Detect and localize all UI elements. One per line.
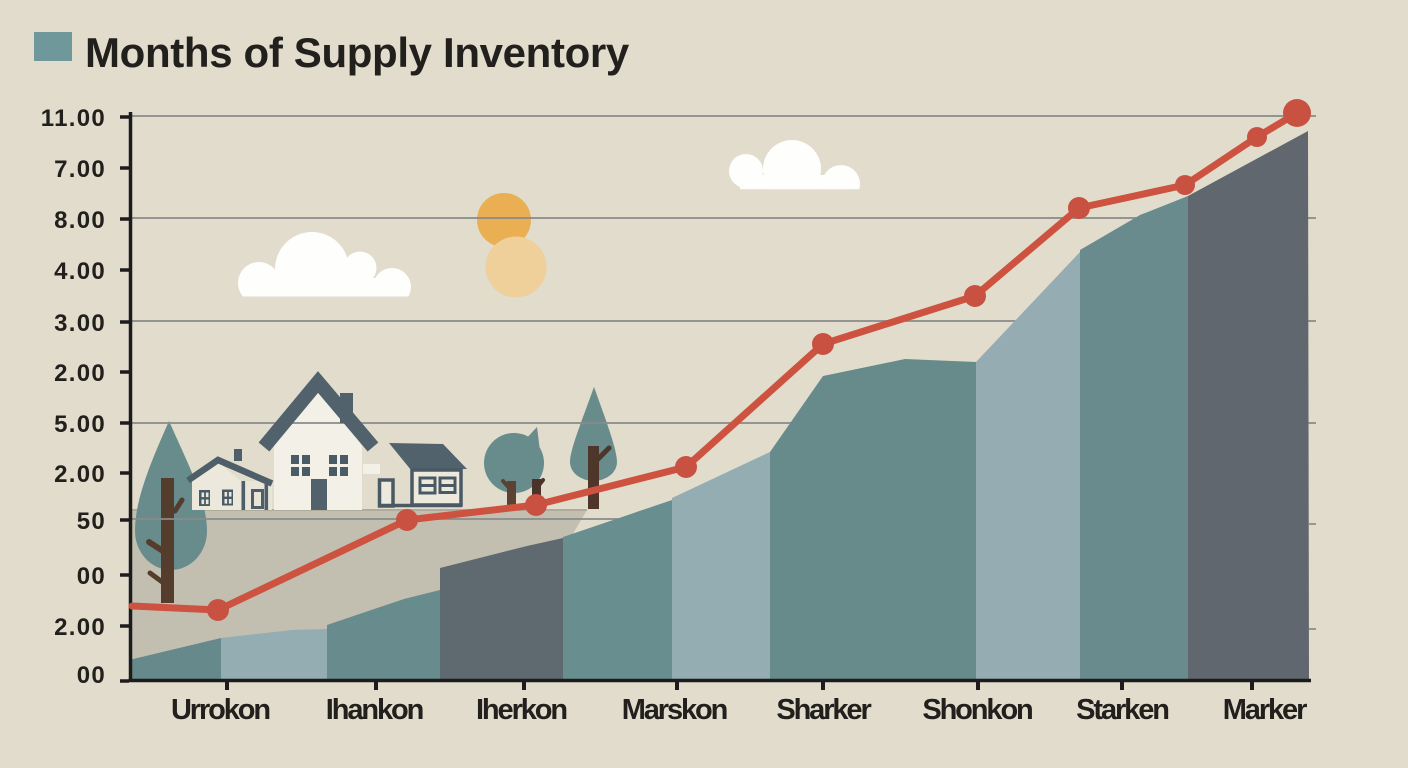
svg-text:5.00: 5.00 <box>54 411 106 438</box>
svg-text:50: 50 <box>77 508 106 535</box>
svg-text:2.00: 2.00 <box>54 461 106 488</box>
svg-text:Starken: Starken <box>1076 694 1168 726</box>
svg-text:Marskon: Marskon <box>622 694 727 726</box>
svg-text:3.00: 3.00 <box>54 310 106 337</box>
svg-text:Urrokon: Urrokon <box>171 694 269 726</box>
svg-text:Shonkon: Shonkon <box>922 694 1032 726</box>
svg-text:00: 00 <box>77 662 106 689</box>
svg-text:2.00: 2.00 <box>54 360 106 387</box>
svg-text:Iherkon: Iherkon <box>476 694 566 726</box>
svg-text:2.00: 2.00 <box>54 614 106 641</box>
svg-text:Marker: Marker <box>1223 694 1307 726</box>
svg-text:Sharker: Sharker <box>776 694 871 726</box>
svg-text:Ihankon: Ihankon <box>326 694 423 726</box>
svg-text:4.00: 4.00 <box>54 258 106 285</box>
svg-text:8.00: 8.00 <box>54 207 106 234</box>
svg-text:00: 00 <box>77 563 106 590</box>
svg-text:7.00: 7.00 <box>54 156 106 183</box>
svg-text:11.00: 11.00 <box>41 105 106 132</box>
svg-text:Months of Supply Inventory: Months of Supply Inventory <box>85 29 630 76</box>
